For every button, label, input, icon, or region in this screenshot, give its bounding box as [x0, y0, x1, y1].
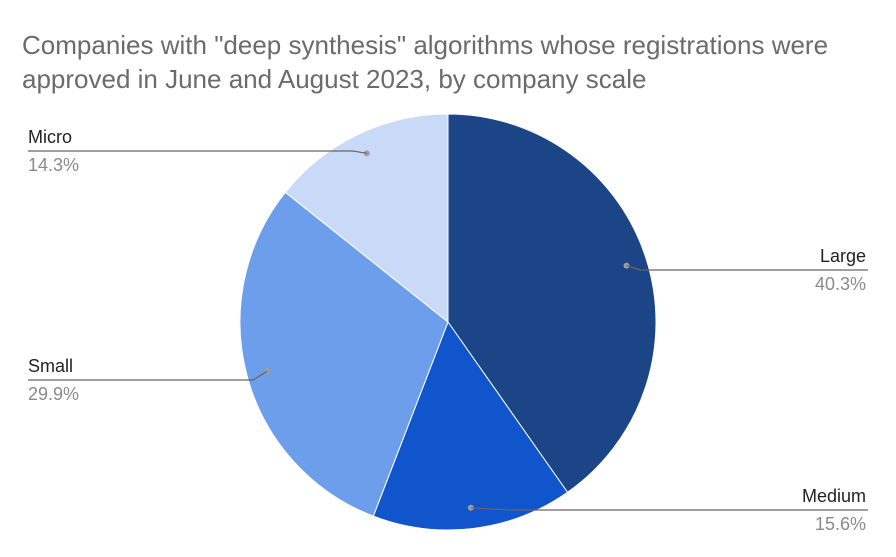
slice-value-large: 40.3%: [815, 274, 866, 294]
slice-label-micro: Micro: [28, 127, 72, 147]
slice-label-medium: Medium: [802, 486, 866, 506]
pie-slice-medium: [372, 320, 569, 531]
slice-labels: Large 40.3% Medium 15.6% Small 29.9% Micro 14.3…: [28, 127, 866, 534]
chart-title: Companies with "deep synthesis" algorith…: [22, 30, 829, 94]
slice-value-small: 29.9%: [28, 384, 79, 404]
pie-slices: [239, 113, 657, 531]
leader-line-medium: [470, 507, 868, 511]
leader-line-small: [28, 370, 268, 381]
pie-slice-large: [447, 113, 657, 493]
pie-slice-micro: [284, 113, 449, 324]
slice-value-medium: 15.6%: [815, 514, 866, 534]
leader-line-micro: [28, 150, 367, 154]
slice-label-small: Small: [28, 356, 73, 376]
leader-lines: [28, 150, 868, 511]
pie-slice-small: [239, 191, 449, 517]
slice-value-micro: 14.3%: [28, 155, 79, 175]
slice-label-large: Large: [820, 246, 866, 266]
leader-line-large: [626, 265, 868, 271]
